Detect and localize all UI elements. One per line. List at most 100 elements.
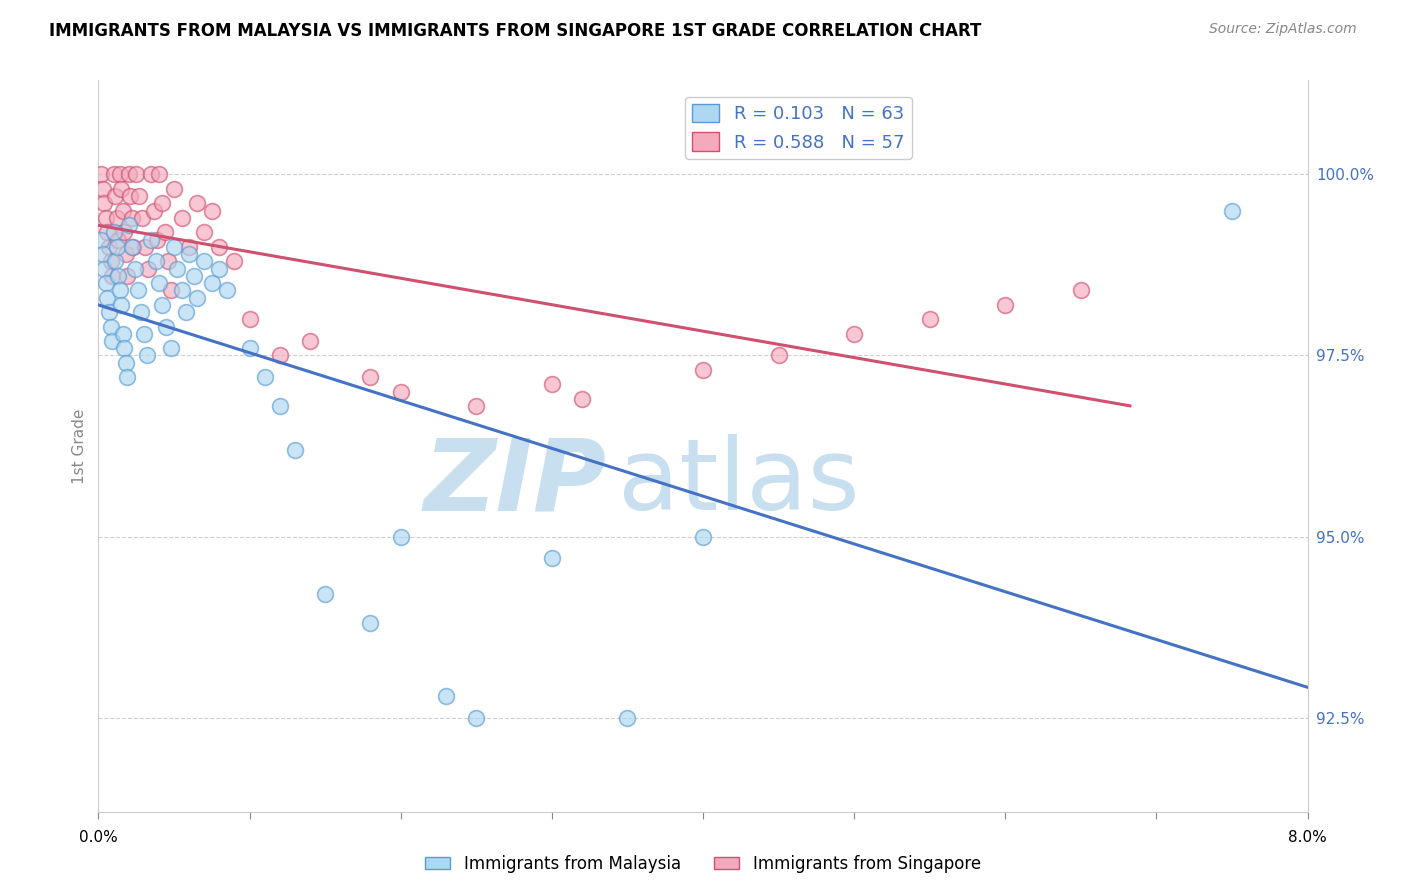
Point (160, 341, 183, 355)
Point (224, 254, 246, 268)
Point (160, 283, 183, 297)
Point (120, 189, 142, 203)
Point (994, 298, 1017, 312)
Point (121, 240, 143, 254)
Point (166, 261, 188, 276)
Point (170, 283, 193, 297)
Point (108, 168, 131, 182)
Point (179, 247, 201, 261)
Point (93, 196, 115, 211)
Point (1220, 203, 1243, 218)
Point (616, 710, 638, 724)
Point (136, 261, 159, 276)
Point (94, 211, 117, 225)
Point (465, 710, 488, 724)
Point (100, 319, 122, 334)
Point (121, 211, 143, 225)
Legend: R = 0.103   N = 63, R = 0.588   N = 57: R = 0.103 N = 63, R = 0.588 N = 57 (685, 96, 911, 159)
Point (122, 240, 145, 254)
Point (174, 305, 197, 319)
Point (844, 326, 866, 341)
Point (111, 326, 134, 341)
Point (201, 276, 224, 290)
Point (98, 305, 121, 319)
Point (103, 168, 125, 182)
Point (93, 261, 115, 276)
Point (112, 341, 135, 355)
Point (94, 276, 117, 290)
Point (105, 211, 128, 225)
Point (186, 196, 208, 211)
Point (98, 240, 121, 254)
Point (360, 370, 382, 384)
Point (91, 247, 114, 261)
Point (215, 283, 238, 297)
Point (163, 182, 186, 196)
Point (127, 283, 149, 297)
Point (91, 182, 114, 196)
Point (186, 291, 208, 305)
Text: Source: ZipAtlas.com: Source: ZipAtlas.com (1209, 22, 1357, 37)
Point (141, 168, 163, 182)
Point (768, 349, 790, 363)
Text: IMMIGRANTS FROM MALAYSIA VS IMMIGRANTS FROM SINGAPORE 1ST GRADE CORRELATION CHAR: IMMIGRANTS FROM MALAYSIA VS IMMIGRANTS F… (49, 22, 981, 40)
Point (111, 203, 134, 218)
Point (112, 225, 135, 239)
Point (107, 233, 129, 247)
Point (163, 240, 186, 254)
Text: 8.0%: 8.0% (1288, 830, 1327, 845)
Point (148, 168, 170, 182)
Point (110, 298, 132, 312)
Point (101, 334, 124, 348)
Point (110, 182, 132, 196)
Point (465, 399, 488, 413)
Point (389, 384, 412, 399)
Point (132, 326, 155, 341)
Point (124, 261, 146, 276)
Point (434, 689, 457, 703)
Point (118, 218, 141, 232)
Point (114, 247, 136, 261)
Point (193, 254, 215, 268)
Point (135, 349, 157, 363)
Point (155, 319, 177, 334)
Point (156, 254, 179, 268)
Point (183, 268, 205, 283)
Point (128, 189, 150, 203)
Point (107, 268, 129, 283)
Point (918, 312, 941, 326)
Point (269, 399, 291, 413)
Point (239, 341, 262, 355)
Point (96, 225, 118, 239)
Point (360, 616, 382, 631)
Point (1070, 283, 1092, 297)
Point (201, 203, 224, 218)
Text: 0.0%: 0.0% (79, 830, 118, 845)
Point (692, 363, 714, 377)
Point (141, 233, 163, 247)
Point (103, 225, 125, 239)
Point (541, 551, 564, 566)
Legend: Immigrants from Malaysia, Immigrants from Singapore: Immigrants from Malaysia, Immigrants fro… (419, 848, 987, 880)
Point (269, 349, 291, 363)
Point (208, 240, 231, 254)
Point (134, 240, 156, 254)
Point (208, 261, 231, 276)
Point (129, 305, 152, 319)
Point (541, 377, 564, 392)
Point (170, 211, 193, 225)
Point (239, 312, 262, 326)
Point (389, 529, 412, 543)
Point (148, 276, 170, 290)
Point (100, 254, 122, 268)
Text: ZIP: ZIP (423, 434, 606, 531)
Point (143, 203, 166, 218)
Point (104, 189, 127, 203)
Point (96, 291, 118, 305)
Point (101, 268, 124, 283)
Point (125, 168, 148, 182)
Point (571, 392, 593, 406)
Point (114, 356, 136, 370)
Point (105, 240, 128, 254)
Point (150, 196, 173, 211)
